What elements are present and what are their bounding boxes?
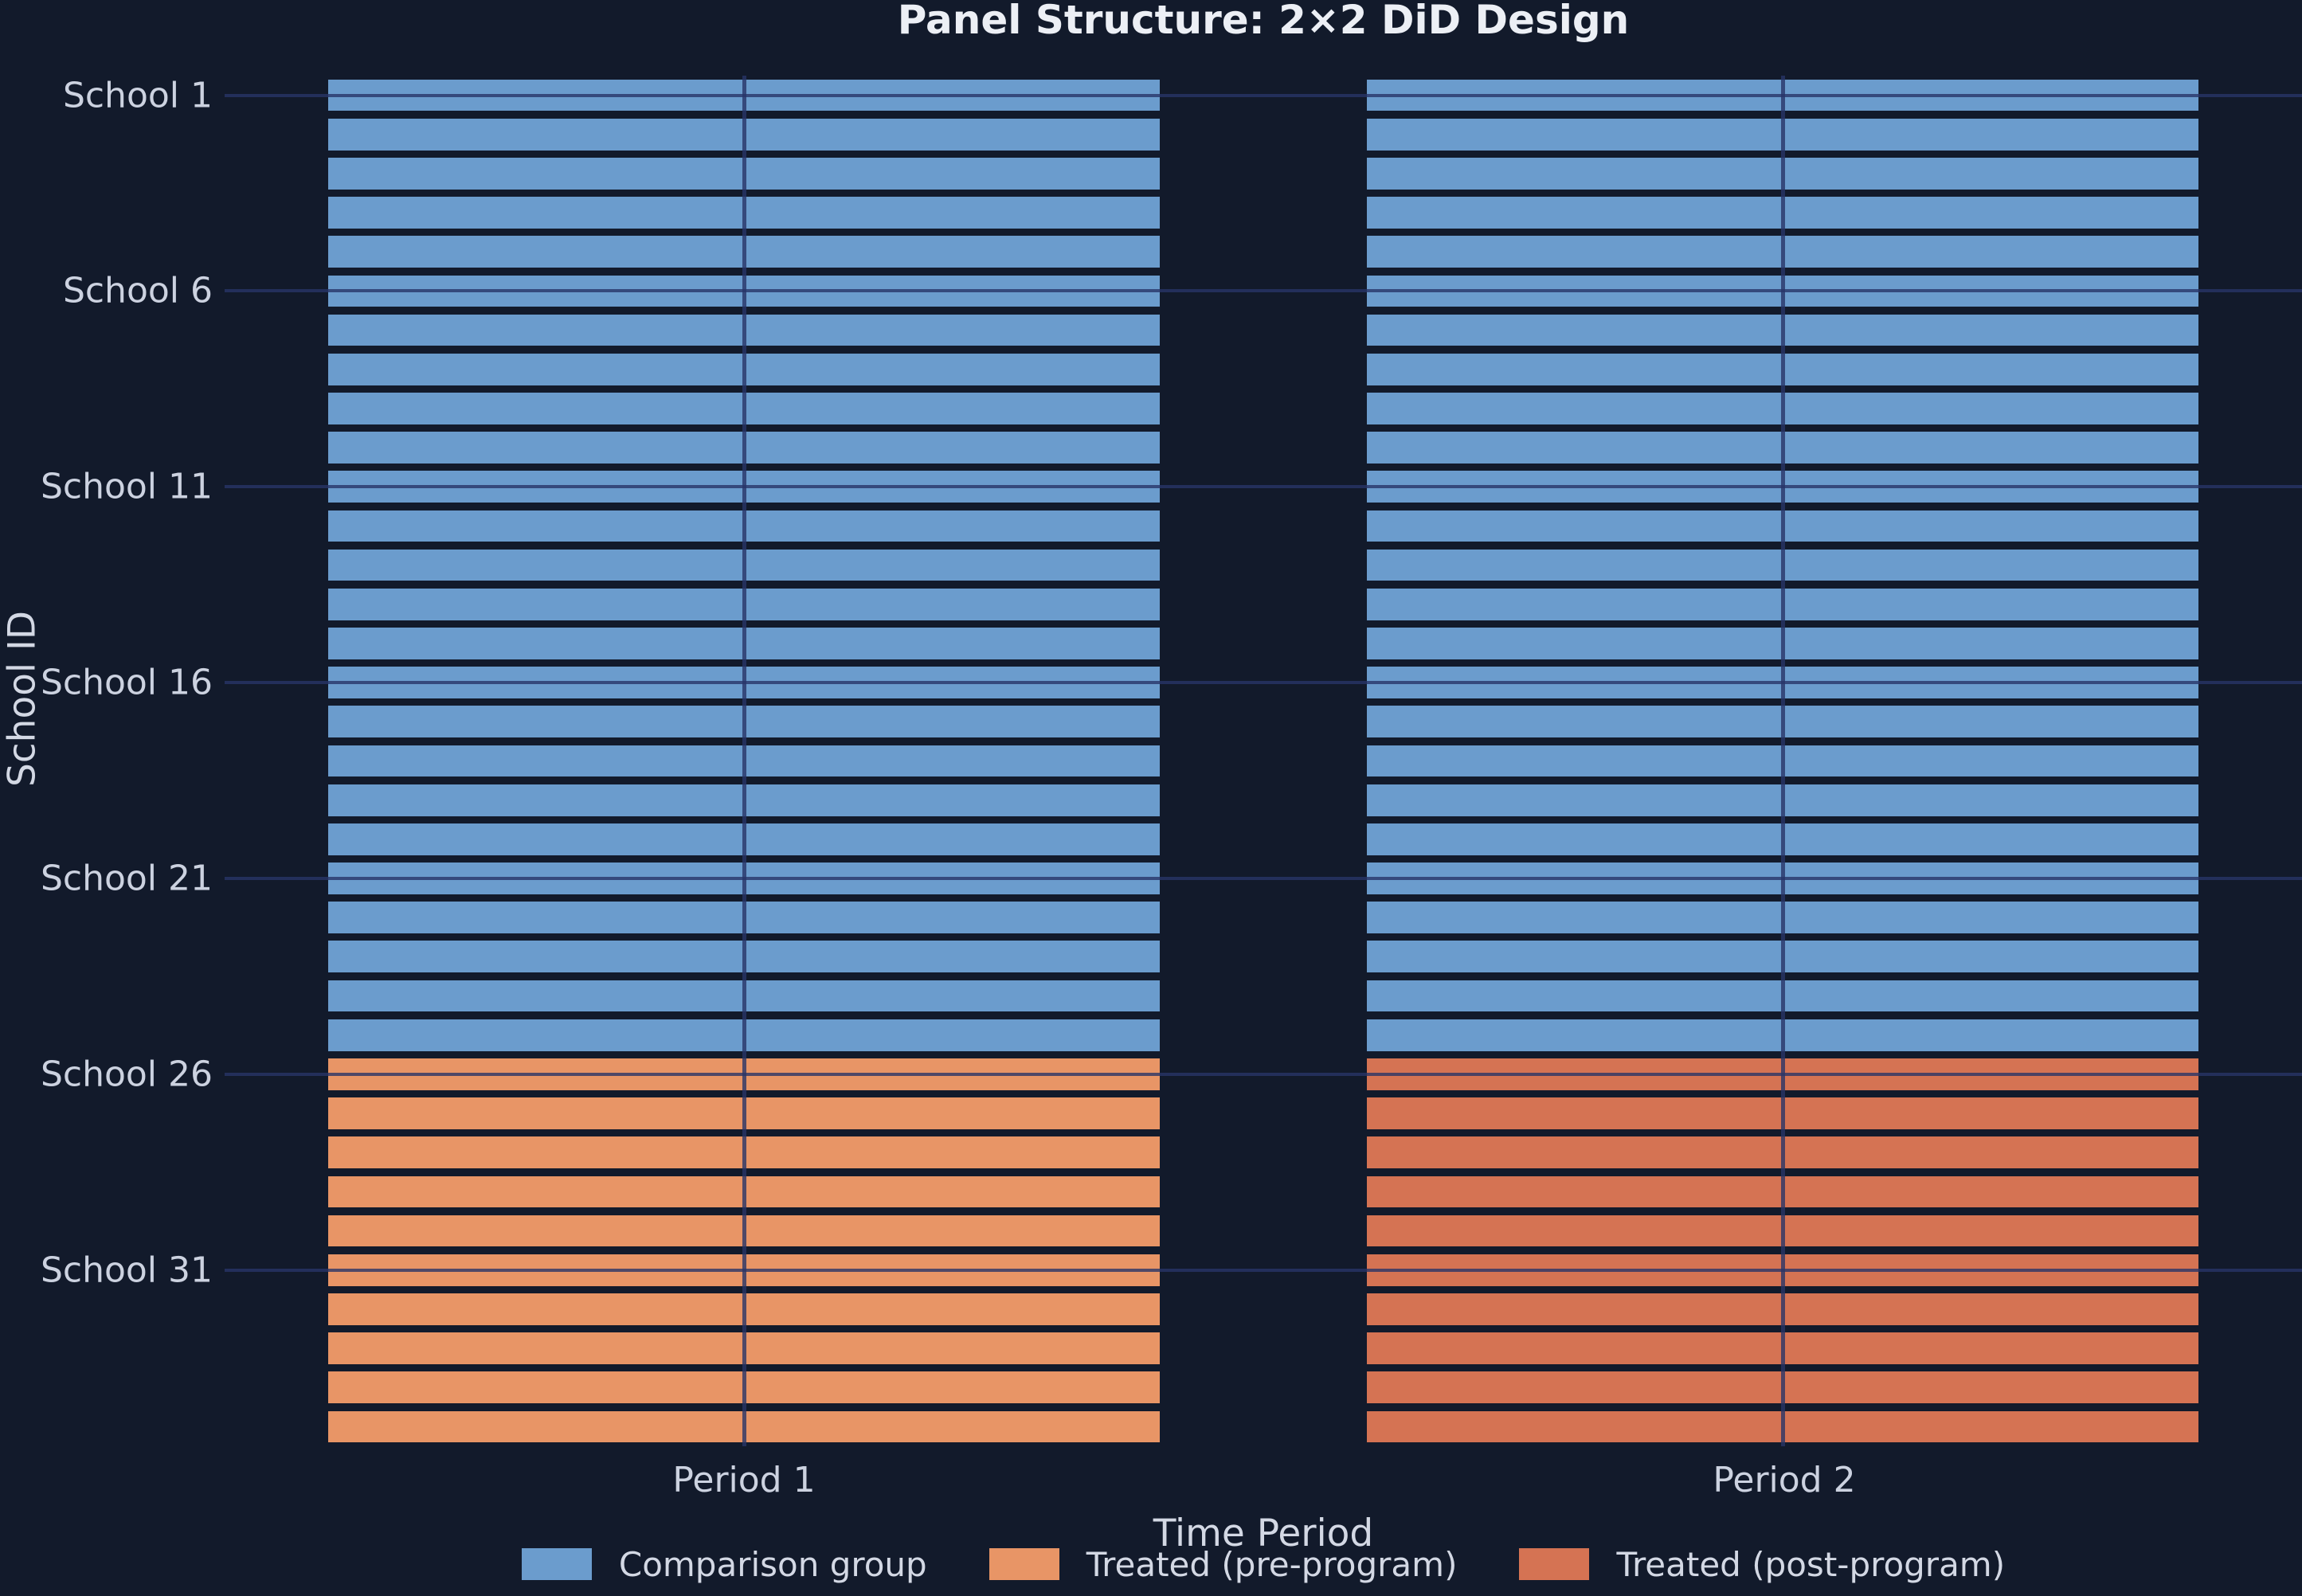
legend-item-treated-post: Treated (post-program) — [1519, 1545, 2005, 1584]
legend-item-treated-pre: Treated (pre-program) — [989, 1544, 1458, 1584]
legend-item-comparison: Comparison group — [521, 1544, 927, 1584]
legend-label-treated-pre: Treated (pre-program) — [1086, 1544, 1458, 1584]
y-tick-label: School 11 — [40, 466, 213, 507]
gridline-horizontal — [225, 1268, 2302, 1272]
legend-label-comparison: Comparison group — [618, 1544, 927, 1584]
chart-title: Panel Structure: 2×2 DiD Design — [897, 0, 1630, 43]
legend: Comparison group Treated (pre-program) T… — [225, 1542, 2302, 1586]
y-tick-label: School 1 — [62, 75, 213, 116]
y-tick-label: School 31 — [40, 1250, 213, 1291]
y-tick-label: School 21 — [40, 858, 213, 899]
legend-swatch-comparison — [521, 1548, 592, 1580]
legend-label-treated-post: Treated (post-program) — [1616, 1544, 2006, 1584]
y-tick-label: School 6 — [62, 270, 213, 311]
legend-swatch-treated-pre — [989, 1548, 1059, 1580]
x-tick-period-1: Period 1 — [672, 1460, 816, 1500]
gridline-horizontal — [225, 485, 2302, 489]
x-tick-period-2: Period 2 — [1713, 1460, 1856, 1500]
x-axis-label: Time Period — [1153, 1512, 1374, 1555]
y-tick-label: School 16 — [40, 662, 213, 703]
gridline-horizontal — [225, 681, 2302, 685]
y-tick-label: School 26 — [40, 1054, 213, 1095]
gridline-vertical — [1780, 76, 1785, 1446]
gridline-vertical — [742, 76, 746, 1446]
legend-swatch-treated-post — [1519, 1548, 1590, 1580]
gridline-horizontal — [225, 93, 2302, 97]
gridline-horizontal — [225, 1072, 2302, 1076]
gridline-horizontal — [225, 877, 2302, 880]
gridline-horizontal — [225, 289, 2302, 293]
